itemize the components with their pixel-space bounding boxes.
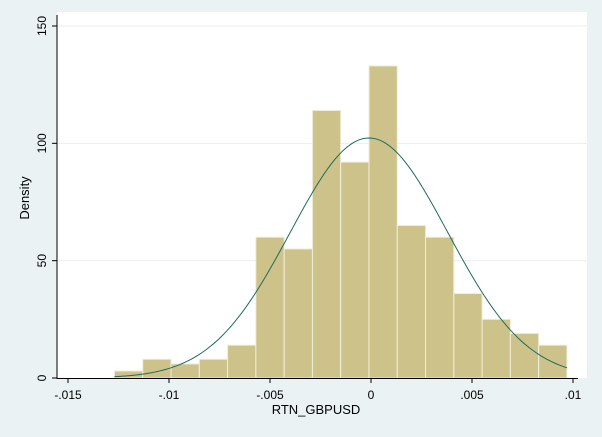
- histogram-bar-7: [311, 109, 342, 379]
- histogram-bar-8: [340, 161, 370, 379]
- y-tick-label-3: 150: [35, 16, 49, 36]
- y-axis-title: Density: [17, 176, 32, 220]
- histogram-bar-12: [453, 293, 483, 379]
- y-tick-label-2: 100: [35, 133, 49, 153]
- histogram-bar-6: [283, 248, 313, 379]
- histogram-bar-9: [368, 65, 398, 379]
- x-tick-label-4: .005: [460, 388, 484, 402]
- x-tick-label-2: -.005: [256, 388, 284, 402]
- histogram-bar-5: [255, 236, 285, 379]
- x-tick-label-3: 0: [368, 388, 375, 402]
- x-axis-title: RTN_GBPUSD: [272, 402, 361, 417]
- histogram-bar-15: [538, 344, 568, 379]
- x-tick-label-5: .01: [565, 388, 582, 402]
- histogram-bar-4: [227, 344, 257, 379]
- y-tick-label-0: 0: [35, 374, 49, 381]
- histogram-bar-3: [198, 358, 229, 379]
- x-tick-label-1: -.01: [159, 388, 180, 402]
- histogram-bar-13: [481, 318, 511, 379]
- x-tick-label-0: -.015: [54, 388, 82, 402]
- normal-density-curve: [114, 137, 568, 378]
- y-tick-label-1: 50: [35, 254, 49, 268]
- histogram-bar-14: [509, 332, 540, 379]
- histogram-bar-10: [396, 224, 427, 379]
- axis-labels: 0 50 100 150 -.015 -.01 -.005 0 .005 .01: [35, 16, 582, 402]
- histogram-bar-11: [425, 236, 455, 379]
- histogram-bars: [113, 65, 568, 379]
- axes: [52, 15, 578, 383]
